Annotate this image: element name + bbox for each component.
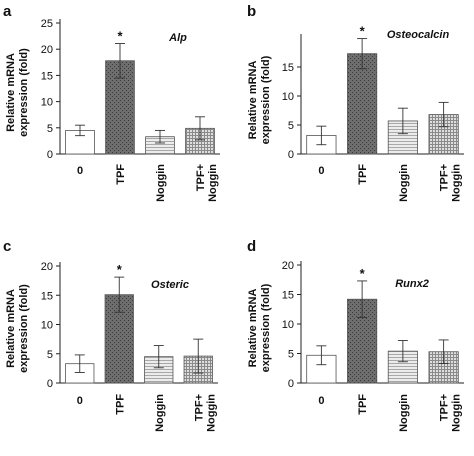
category-label-line1: TPF+ [195,164,207,191]
category-label: Noggin [398,164,410,202]
y-tick-label: 5 [288,349,294,361]
y-tick-label: 10 [41,320,53,332]
panel-a: a Relative mRNAexpression (fold) 0 5 10 15 20 2… [3,3,220,202]
category-label: Noggin [154,394,166,432]
category-label-line2: Noggin [451,164,463,202]
significance-mark: * [360,24,366,39]
category-label-line1: TPF+ [439,394,451,421]
y-axis-label: Relative mRNAexpression (fold) [247,283,272,372]
y-axis-label-line1: Relative mRNA [247,61,259,140]
panel-b: b Relative mRNAexpression (fold) 0 5 10 15 Ost… [247,3,464,202]
y-axis-label: Relative mRNAexpression (fold) [5,284,30,373]
category-label-line2: Noggin [451,394,463,432]
panel-letter: c [3,238,11,255]
y-tick-label: 20 [41,261,53,273]
category-label-line1: TPF+ [439,164,451,191]
category-label: 0 [77,395,83,407]
category-label: TPF [114,394,126,415]
y-tick-label: 5 [47,349,53,361]
category-label-line2: Noggin [207,164,219,202]
y-tick-label: 15 [282,62,294,74]
panel-letter: b [247,3,256,20]
category-label: TPF [357,394,369,415]
y-tick-label: 10 [41,97,53,109]
y-axis-label: Relative mRNAexpression (fold) [5,48,30,137]
y-tick-label: 0 [47,378,53,390]
panel-letter: d [247,238,256,255]
category-label: Noggin [398,394,410,432]
category-label: TPF+Noggin [195,164,219,202]
category-label: TPF+Noggin [439,164,463,202]
y-tick-label: 0 [47,149,53,161]
category-label: TPF+Noggin [193,394,217,432]
significance-mark: * [360,266,366,281]
y-tick-label: 10 [282,319,294,331]
y-tick-label: 5 [288,120,294,132]
category-label: 0 [318,395,324,407]
y-axis-label: Relative mRNAexpression (fold) [247,55,272,144]
panel-title: Osteric [151,279,189,291]
y-axis-label-line2: expression (fold) [260,283,272,372]
y-tick-label: 10 [282,91,294,103]
y-axis-label-line1: Relative mRNA [5,289,17,368]
y-axis-label-line2: expression (fold) [18,284,30,373]
y-tick-label: 20 [41,44,53,56]
y-tick-label: 5 [47,123,53,135]
category-label: TPF+Noggin [439,394,463,432]
category-label: TPF [357,164,369,185]
category-label: Noggin [155,164,167,202]
y-tick-label: 25 [41,18,53,30]
y-tick-label: 0 [288,378,294,390]
panel-d: d Relative mRNAexpression (fold) 0 5 10 15 20 R… [247,238,464,432]
panel-letter: a [3,3,12,20]
y-axis-label-line2: expression (fold) [260,55,272,144]
category-label-line1: TPF+ [193,394,205,421]
panel-title: Runx2 [395,278,429,290]
y-tick-label: 0 [288,149,294,161]
y-tick-label: 15 [41,70,53,82]
category-label-line2: Noggin [205,394,217,432]
significance-mark: * [117,28,123,43]
bar-3 [387,120,418,155]
y-axis-label-line2: expression (fold) [18,48,30,137]
category-label: 0 [77,165,83,177]
y-tick-label: 15 [282,290,294,302]
category-label: TPF [115,164,127,185]
panel-title: Osteocalcin [387,29,450,41]
panel-c: c Relative mRNAexpression (fold) 0 5 10 15 20 O… [3,238,218,432]
y-axis-label-line1: Relative mRNA [5,53,17,132]
panel-title: Alp [168,32,187,44]
y-tick-label: 20 [282,260,294,272]
category-label: 0 [318,165,324,177]
y-tick-label: 15 [41,290,53,302]
significance-mark: * [117,262,123,277]
y-axis-label-line1: Relative mRNA [247,289,259,368]
